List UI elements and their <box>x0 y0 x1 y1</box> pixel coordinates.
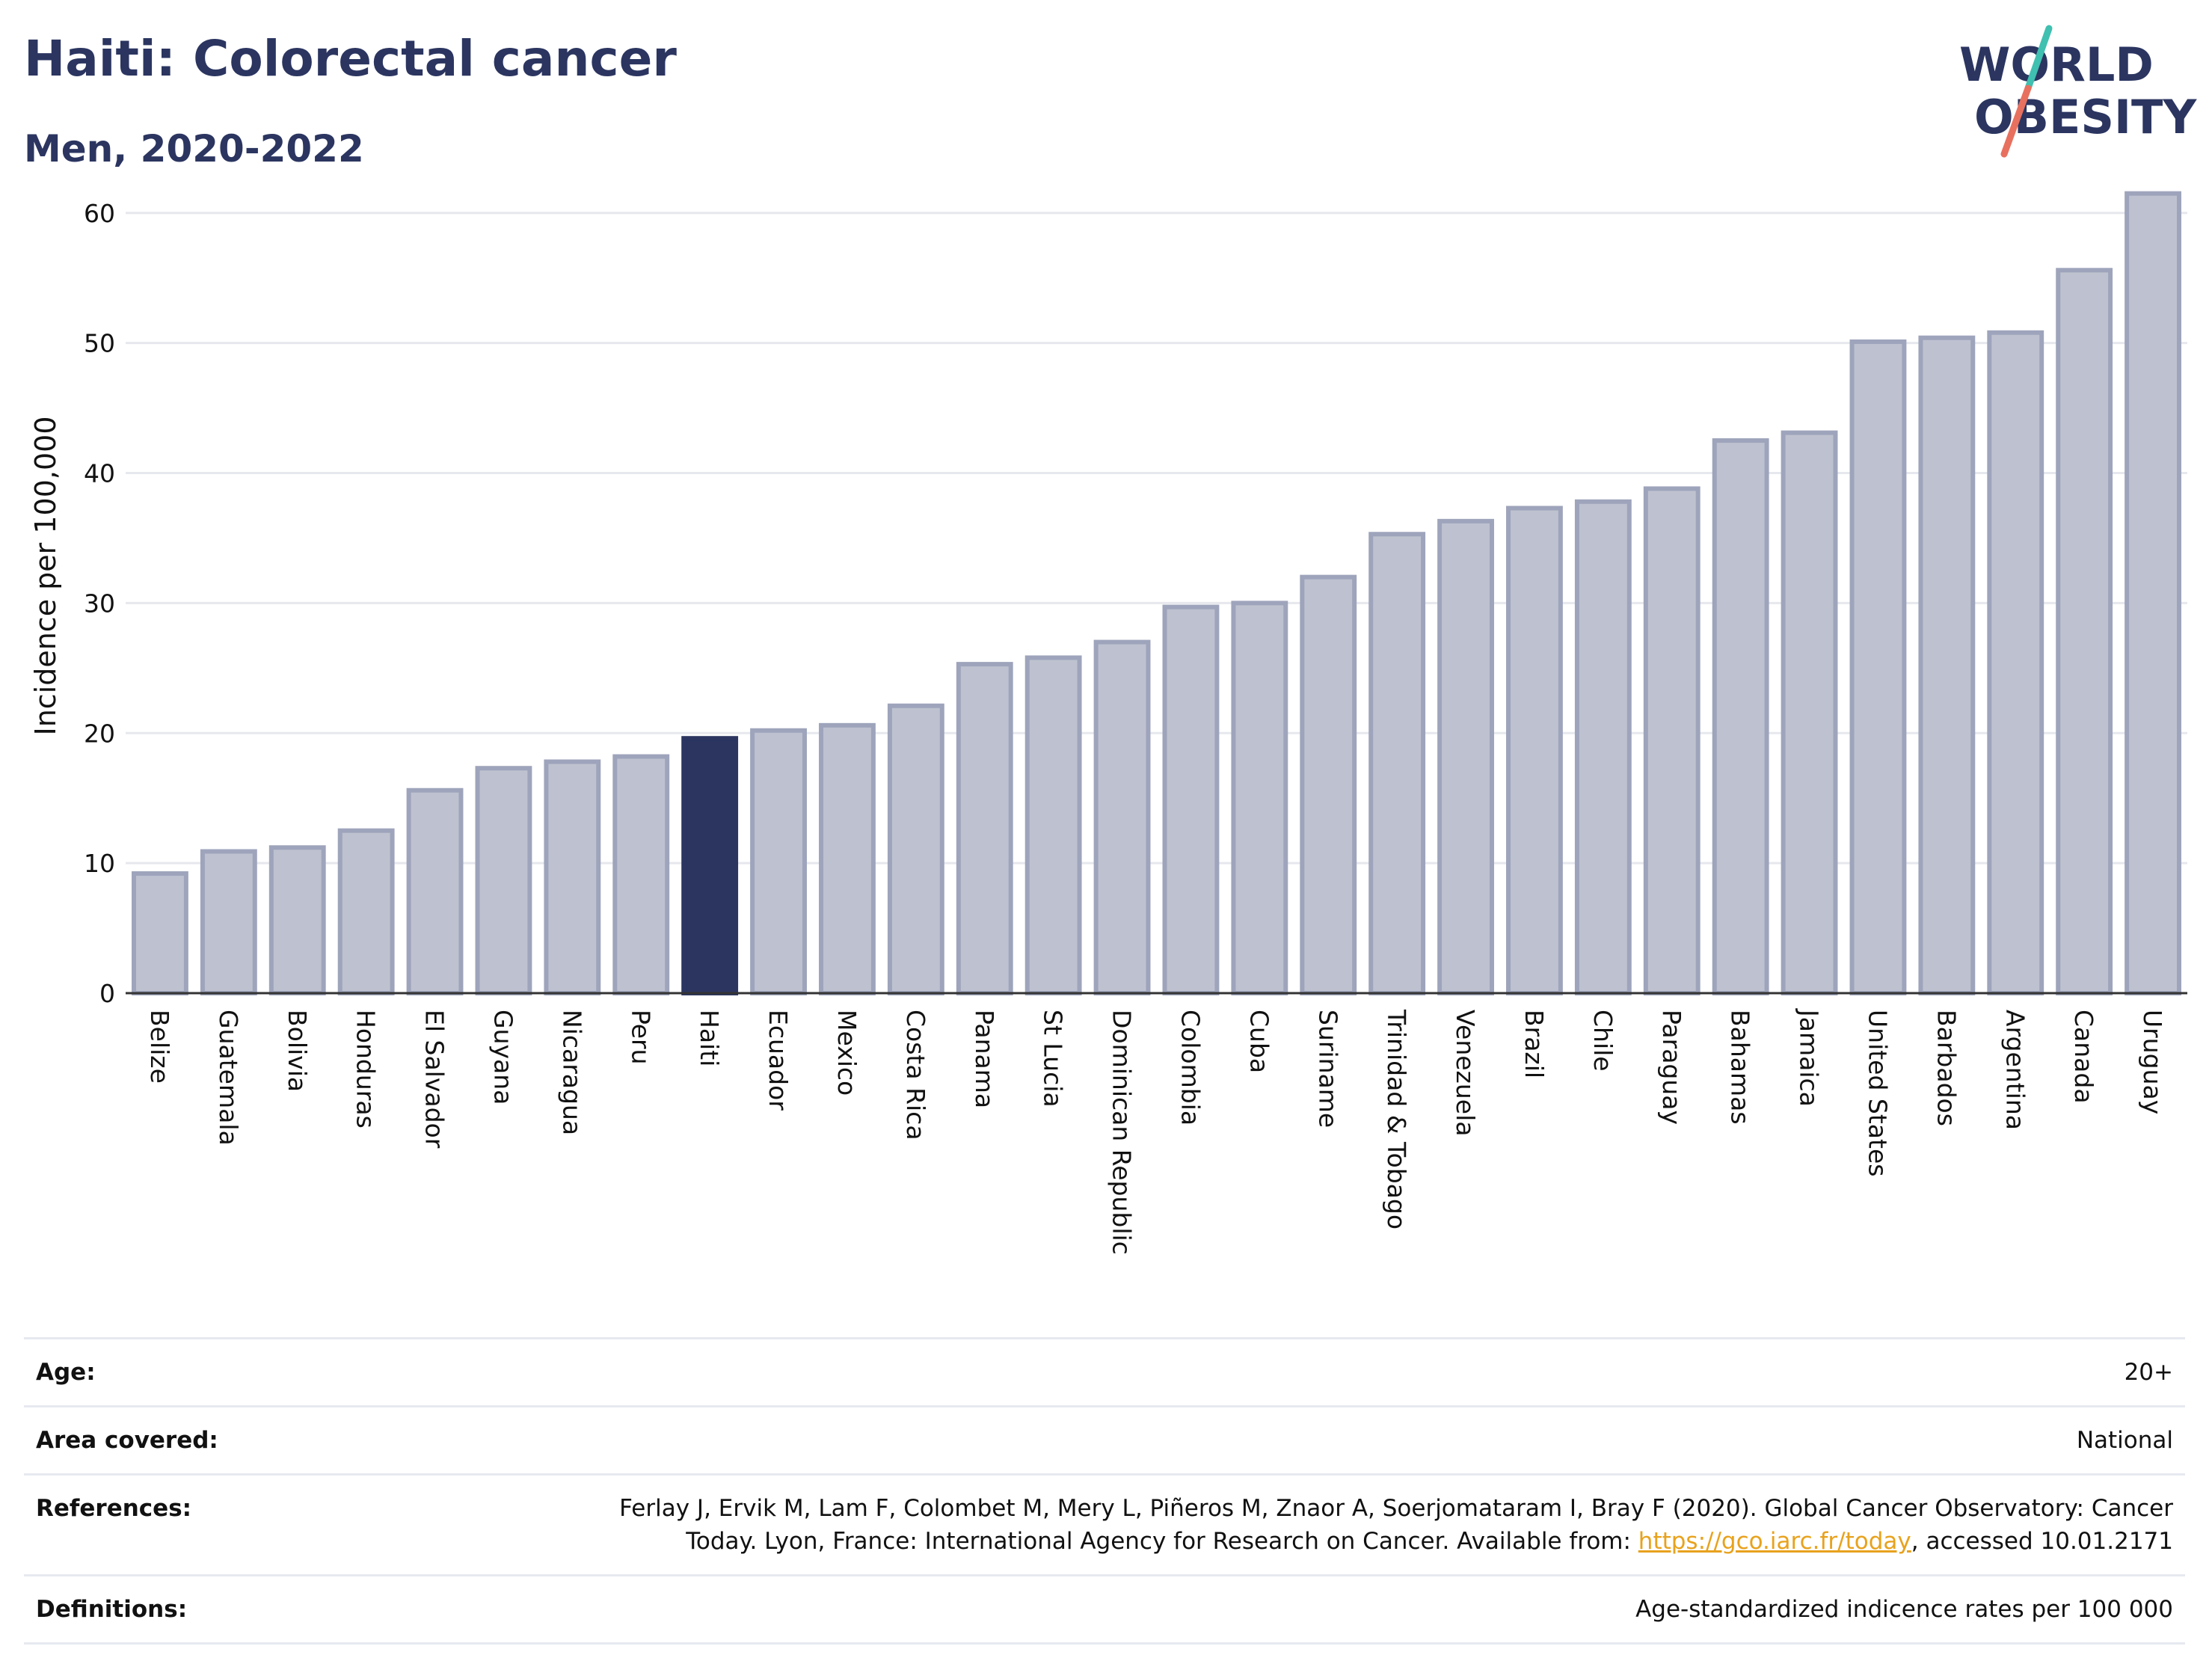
definitions-label: Definitions: <box>36 1596 188 1623</box>
bar <box>887 703 944 996</box>
bar-highlight <box>681 736 739 995</box>
y-tick-label: 50 <box>84 329 115 358</box>
y-tick-label: 40 <box>84 459 115 488</box>
bar <box>1368 532 1426 995</box>
area-label: Area covered: <box>36 1427 218 1454</box>
bar <box>1024 655 1082 995</box>
bar <box>1437 518 1494 995</box>
references-label: References: <box>36 1495 192 1522</box>
x-tick-label: Suriname <box>1313 1010 1342 1128</box>
info-row-area: Area covered: National <box>24 1405 2185 1473</box>
age-label: Age: <box>36 1359 96 1386</box>
logo-word-world: WORLD <box>1959 37 2154 92</box>
bar <box>406 787 464 995</box>
x-tick-label: Bahamas <box>1726 1010 1755 1125</box>
x-tick-label: Bolivia <box>283 1010 312 1092</box>
bar <box>1918 335 1976 995</box>
bar <box>1231 601 1288 995</box>
x-tick-label: Peru <box>626 1010 655 1065</box>
bar <box>956 662 1013 995</box>
bar <box>475 766 532 996</box>
x-tick-label: Barbados <box>1932 1010 1961 1126</box>
info-row-definitions: Definitions: Age-standardized indicence … <box>24 1574 2185 1645</box>
bar <box>337 828 395 995</box>
y-axis-label: Incidence per 100,000 <box>29 416 62 735</box>
bar <box>612 754 670 995</box>
x-tick-label: Brazil <box>1520 1010 1549 1078</box>
x-tick-label: Trinidad & Tobago <box>1382 1009 1411 1229</box>
x-tick-label: Colombia <box>1176 1010 1205 1126</box>
bar <box>2125 191 2181 995</box>
bar-chart: 0 10 20 30 40 50 60 Belize Guatemala Bolivia Hondu… <box>29 191 2187 1255</box>
axes: 0 10 20 30 40 50 60 Belize Guatemala Bolivia Hondu… <box>84 199 2187 1255</box>
y-tick-label: 0 <box>99 979 115 1008</box>
x-tick-label: Costa Rica <box>901 1010 930 1140</box>
world-obesity-logo: WORLD OBESITY <box>1959 25 2197 158</box>
x-tick-label: Cuba <box>1244 1010 1274 1073</box>
x-tick-label: Guyana <box>488 1010 517 1105</box>
page-title: Haiti: Colorectal cancer <box>24 30 677 87</box>
y-tick-label: 20 <box>84 719 115 748</box>
bar <box>1849 339 1907 996</box>
info-row-age: Age: 20+ <box>24 1337 2185 1405</box>
bar <box>750 728 807 995</box>
info-table: Age: 20+ Area covered: National Referenc… <box>24 1337 2185 1645</box>
bar <box>1987 330 2044 995</box>
area-value: National <box>2076 1427 2173 1454</box>
age-value: 20+ <box>2124 1359 2173 1386</box>
bar <box>2056 268 2113 995</box>
bar <box>200 849 257 995</box>
y-tick-label: 60 <box>84 199 115 228</box>
bar <box>1781 430 1838 995</box>
bar <box>1712 438 1769 995</box>
x-tick-label: Mexico <box>832 1010 861 1096</box>
x-tick-label: El Salvador <box>420 1010 449 1149</box>
x-tick-label: Chile <box>1588 1010 1617 1072</box>
x-tick-label: Paraguay <box>1657 1010 1686 1125</box>
logo-slash-bottom <box>2000 85 2032 158</box>
bar <box>1162 604 1220 995</box>
references-value: Ferlay J, Ervik M, Lam F, Colombet M, Me… <box>603 1492 2173 1558</box>
bar <box>1093 639 1151 995</box>
bar <box>1574 499 1632 995</box>
x-tick-label: Dominican Republic <box>1107 1010 1137 1255</box>
bar <box>819 722 876 995</box>
x-tick-label: Ecuador <box>764 1010 793 1111</box>
x-tick-label: Canada <box>2069 1010 2098 1104</box>
bar <box>544 759 601 996</box>
bar <box>268 845 326 996</box>
x-tick-label: Venezuela <box>1451 1010 1480 1136</box>
bar <box>1300 574 1357 995</box>
y-tick-label: 30 <box>84 589 115 618</box>
page-subtitle: Men, 2020-2022 <box>24 127 364 171</box>
x-tick-label: Jamaica <box>1795 1008 1824 1107</box>
bar <box>132 871 188 995</box>
bars <box>132 191 2181 996</box>
x-tick-label: Argentina <box>2000 1010 2030 1130</box>
x-tick-label: Belize <box>145 1010 174 1084</box>
bar <box>1506 506 1563 995</box>
y-tick-label: 10 <box>84 849 115 878</box>
info-row-references: References: Ferlay J, Ervik M, Lam F, Co… <box>24 1473 2185 1574</box>
references-link[interactable]: https://gco.iarc.fr/today <box>1638 1528 1911 1555</box>
x-tick-label: United States <box>1863 1010 1892 1176</box>
definitions-value: Age-standardized indicence rates per 100… <box>1635 1596 2173 1623</box>
references-accessed: , accessed 10.01.2171 <box>1911 1528 2173 1555</box>
x-tick-label: Guatemala <box>214 1010 243 1146</box>
x-tick-label: St Lucia <box>1039 1010 1068 1108</box>
x-tick-label: Nicaragua <box>557 1010 586 1135</box>
x-tick-label: Honduras <box>351 1010 381 1129</box>
x-tick-label: Haiti <box>695 1010 724 1066</box>
grid-lines <box>126 212 2187 865</box>
references-text: Ferlay J, Ervik M, Lam F, Colombet M, Me… <box>619 1495 2173 1555</box>
logo-slash-top <box>2024 25 2053 92</box>
bar <box>1643 486 1701 995</box>
x-tick-label: Panama <box>970 1010 999 1108</box>
x-tick-label: Uruguay <box>2138 1010 2167 1114</box>
